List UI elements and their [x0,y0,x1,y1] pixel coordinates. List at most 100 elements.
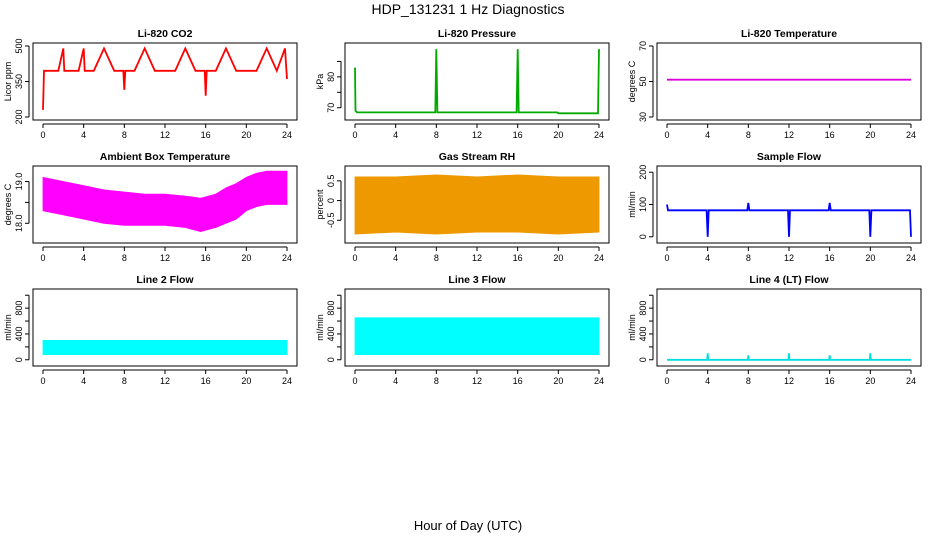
x-tick-label: 16 [825,253,835,263]
y-axis-label: degrees C [3,183,13,225]
panel-ambient-box-temperature: Ambient Box Temperature degrees C 0 4 8 12 16 2… [3,151,298,263]
panel-title: Ambient Box Temperature [100,151,231,163]
y-tick-label: 800 [14,301,24,316]
x-tick-label: 0 [664,130,669,140]
panel-title: Line 2 Flow [136,274,194,286]
panel-title: Line 4 (LT) Flow [749,274,829,286]
x-tick-label: 16 [825,376,835,386]
x-tick-label: 12 [160,130,170,140]
y-axis-label: ml/min [627,191,637,218]
y-axis-label: ml/min [3,314,13,341]
x-tick-label: 8 [122,253,127,263]
y-tick-label: 0 [326,198,336,203]
x-tick-label: 16 [513,376,523,386]
panel-title: Li-820 Pressure [438,28,516,40]
x-tick-label: 16 [513,253,523,263]
x-tick-label: 16 [825,130,835,140]
x-tick-label: 20 [241,376,251,386]
panel-title: Line 3 Flow [448,274,506,286]
x-tick-label: 0 [352,376,357,386]
x-tick-label: 20 [241,253,251,263]
plot-frame [344,288,610,367]
plot-frame [32,288,298,367]
y-tick-label: 80 [326,72,336,82]
x-tick-label: 16 [201,130,211,140]
y-tick-label: 70 [326,103,336,113]
x-tick-label: 8 [746,253,751,263]
series-line [667,353,911,361]
x-tick-label: 20 [865,130,875,140]
x-tick-label: 12 [472,130,482,140]
x-tick-label: 8 [122,130,127,140]
x-tick-label: 4 [705,130,710,140]
x-tick-label: 12 [784,376,794,386]
x-tick-label: 4 [81,376,86,386]
y-tick-label: 800 [638,301,648,316]
x-tick-label: 16 [513,130,523,140]
main-title: HDP_131231 1 Hz Diagnostics [371,1,565,17]
x-tick-label: 20 [241,130,251,140]
plot-frame [32,165,298,244]
x-tick-label: 20 [865,376,875,386]
series-band [42,170,288,233]
y-axis-label: Licor ppm [3,62,13,102]
x-tick-label: 20 [553,253,563,263]
y-tick-label: 70 [638,41,648,51]
panel-li-820-pressure: Li-820 Pressure kPa 0 4 8 12 16 20 24 70 80 [315,28,610,140]
x-tick-label: 24 [594,253,604,263]
y-tick-label: 30 [638,112,648,122]
y-tick-label: 100 [638,197,648,212]
y-tick-label: 18.0 [14,215,24,233]
y-axis-label: kPa [315,74,325,90]
x-tick-label: 12 [784,253,794,263]
x-tick-label: 24 [282,130,292,140]
series-band [42,340,288,355]
y-tick-label: 400 [638,326,648,341]
panel-title: Li-820 CO2 [138,28,193,40]
plot-frame [32,42,298,121]
x-axis-label: Hour of Day (UTC) [413,518,523,533]
x-tick-label: 8 [434,130,439,140]
plot-frame [656,42,922,121]
x-tick-label: 24 [906,376,916,386]
y-tick-label: 0 [638,234,648,239]
x-tick-label: 4 [81,130,86,140]
x-tick-label: 24 [282,376,292,386]
plot-frame [344,165,610,244]
y-tick-label: 400 [14,326,24,341]
y-tick-label: 0 [14,357,24,362]
x-tick-label: 16 [201,253,211,263]
panel-title: Li-820 Temperature [741,28,837,40]
y-tick-label: 800 [326,301,336,316]
x-tick-label: 8 [746,376,751,386]
series-band [354,174,600,235]
plot-frame [344,42,610,121]
x-tick-label: 12 [472,253,482,263]
x-tick-label: 0 [664,253,669,263]
panel-line-4-lt-flow: Line 4 (LT) Flow ml/min 0 4 8 12 16 20 24 0 400 800 [627,274,922,386]
y-tick-label: 19.0 [14,173,24,191]
x-tick-label: 0 [40,253,45,263]
panel-sample-flow: Sample Flow ml/min 0 4 8 12 16 20 24 0 100 200 [627,151,922,263]
x-tick-label: 4 [705,376,710,386]
y-tick-label: 0 [638,357,648,362]
x-tick-label: 12 [472,376,482,386]
y-axis-label: ml/min [315,314,325,341]
y-tick-label: 0.5 [326,175,336,188]
y-tick-label: -0.5 [326,213,336,229]
panel-line-2-flow: Line 2 Flow ml/min 0 4 8 12 16 20 24 0 400 800 [3,274,298,386]
panel-line-3-flow: Line 3 Flow ml/min 0 4 8 12 16 20 24 0 400 800 [315,274,610,386]
series-band [354,317,600,355]
series-line [666,202,912,237]
x-tick-label: 0 [352,253,357,263]
panel-li-820-co2: Li-820 CO2 Licor ppm 0 4 8 12 16 20 24 200 350 500 [3,28,298,140]
y-tick-label: 350 [14,74,24,89]
y-tick-label: 200 [638,165,648,180]
plot-frame [656,288,922,367]
y-tick-label: 400 [326,326,336,341]
panel-li-820-temperature: Li-820 Temperature degrees C 0 4 8 12 16 20 24 30… [627,28,922,140]
y-axis-label: degrees C [627,60,637,102]
x-tick-label: 12 [160,376,170,386]
